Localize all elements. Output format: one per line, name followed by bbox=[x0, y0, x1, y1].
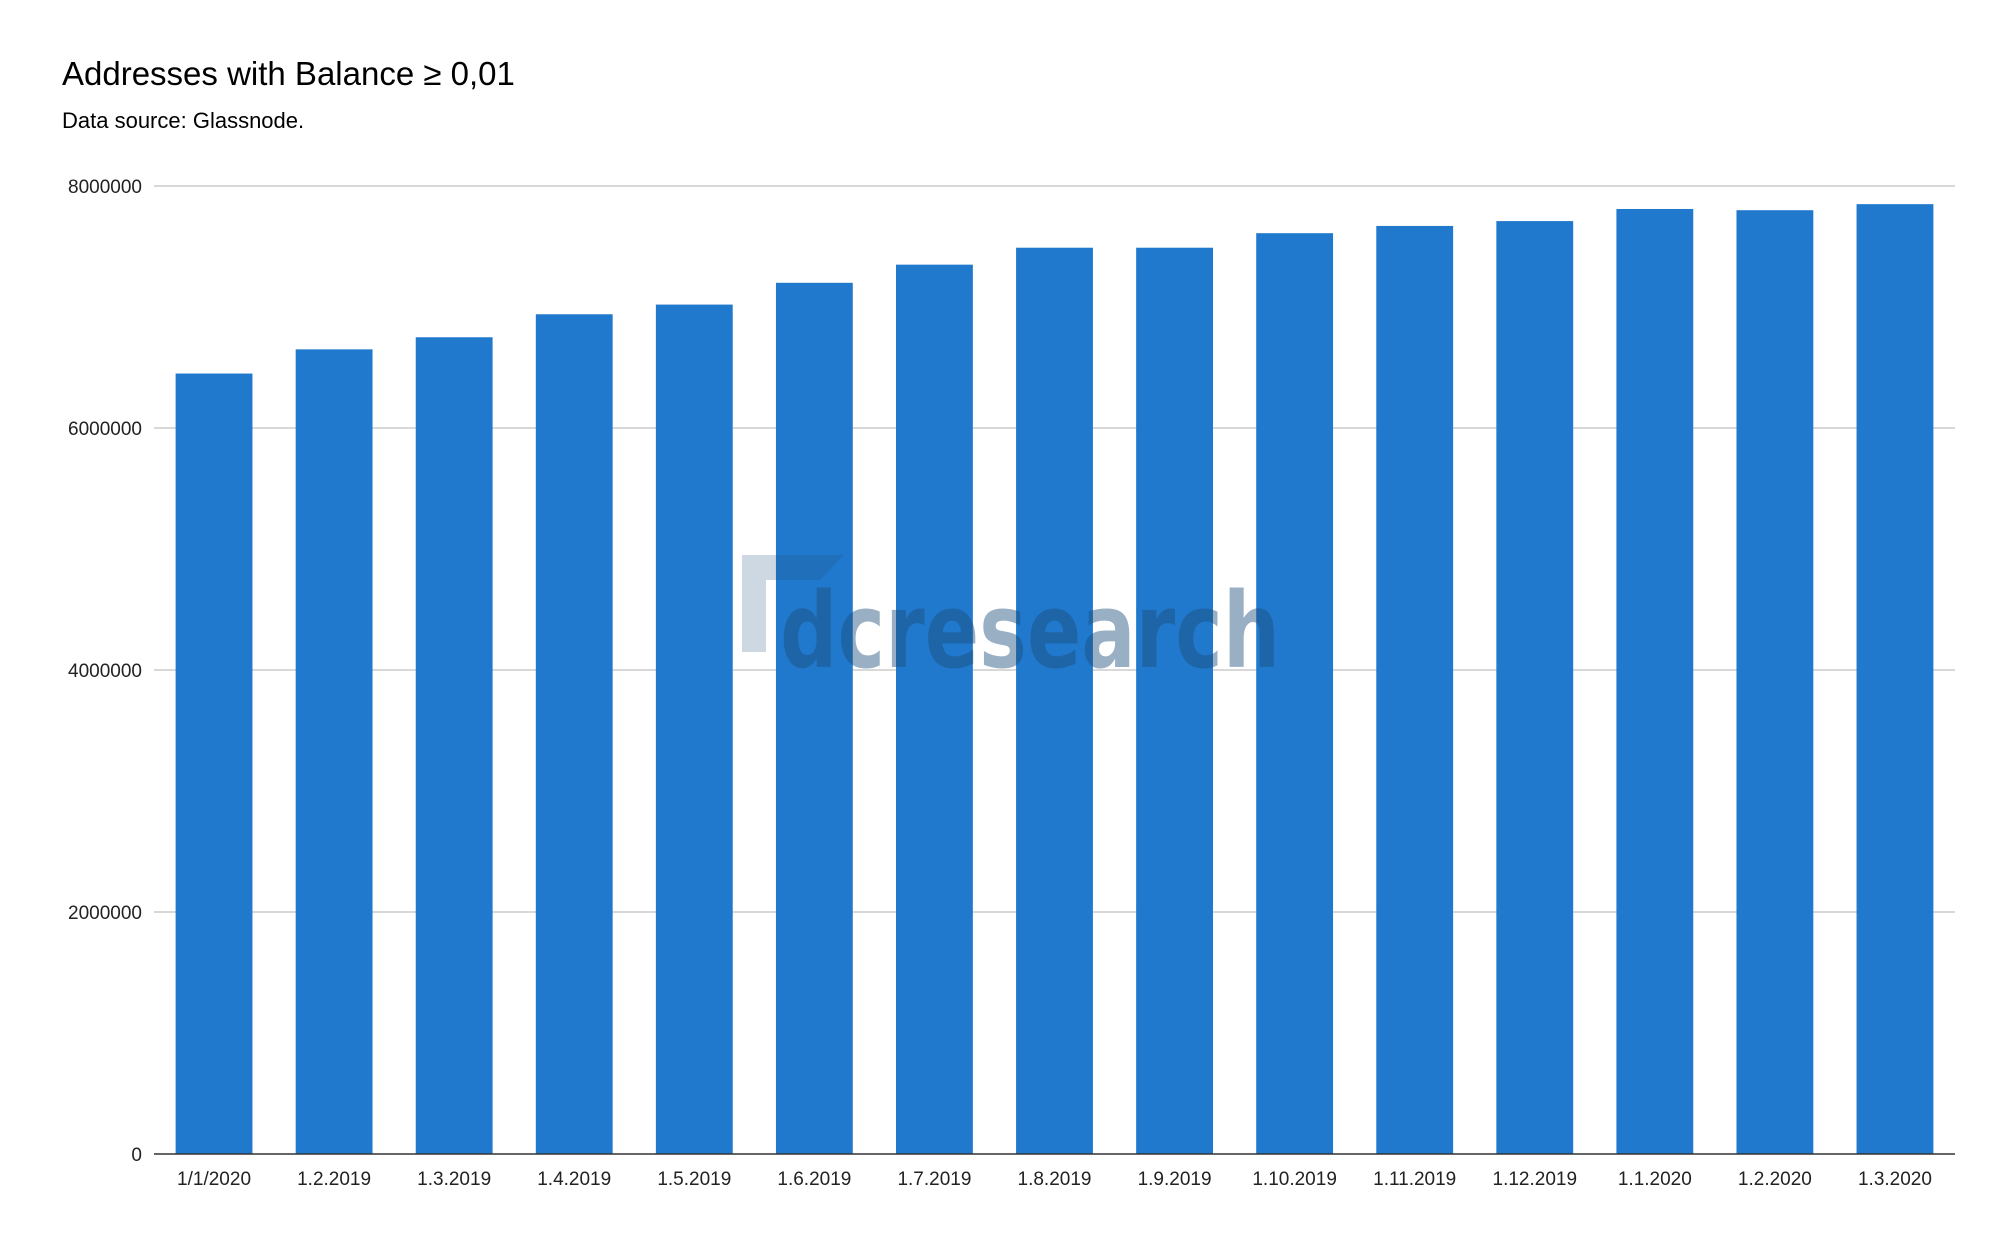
bars bbox=[175, 204, 1934, 1155]
bar-1-4-2019 bbox=[535, 314, 613, 1154]
bar-1-6-2019 bbox=[775, 282, 853, 1154]
x-tick-label: 1.8.2019 bbox=[1018, 1169, 1092, 1190]
bar-1-9-2019 bbox=[1136, 247, 1213, 1154]
bar-1-2-2019 bbox=[295, 349, 373, 1155]
y-tick-label: 8000000 bbox=[68, 177, 142, 198]
bar-1-1-2020 bbox=[175, 373, 253, 1154]
watermark: dcresearch bbox=[742, 555, 1280, 692]
y-axis-ticks: 0 2000000 4000000 6000000 8000000 bbox=[68, 177, 142, 1166]
x-tick-label: 1.11.2019 bbox=[1373, 1169, 1456, 1190]
bar-1-5-2019 bbox=[655, 304, 733, 1155]
x-tick-label: 1.3.2019 bbox=[417, 1169, 491, 1190]
bar-1-2-2020 bbox=[1736, 210, 1814, 1154]
bar-1-8-2019 bbox=[1016, 247, 1093, 1154]
x-tick-label: 1.7.2019 bbox=[897, 1169, 971, 1190]
x-tick-label: 1.3.2020 bbox=[1858, 1169, 1932, 1190]
x-tick-label: 1.9.2019 bbox=[1138, 1169, 1212, 1190]
x-tick-label: 1.1.2020 bbox=[1618, 1169, 1692, 1190]
bar-1-12-2019 bbox=[1496, 221, 1574, 1155]
bar-1-1-2020 bbox=[1616, 208, 1694, 1155]
x-tick-label: 1/1/2020 bbox=[177, 1169, 251, 1190]
x-tick-label: 1.2.2019 bbox=[297, 1169, 371, 1190]
y-tick-label: 6000000 bbox=[68, 419, 142, 440]
chart-title: Addresses with Balance ≥ 0,01 bbox=[62, 55, 515, 92]
x-tick-label: 1.10.2019 bbox=[1252, 1169, 1337, 1190]
x-tick-label: 1.12.2019 bbox=[1493, 1169, 1578, 1190]
bar-1-10-2019 bbox=[1256, 233, 1334, 1154]
x-tick-label: 1.6.2019 bbox=[777, 1169, 851, 1190]
bar-1-11-2019 bbox=[1376, 225, 1454, 1154]
y-tick-label: 2000000 bbox=[68, 903, 142, 924]
y-tick-label: 4000000 bbox=[68, 661, 142, 682]
x-tick-label: 1.2.2020 bbox=[1738, 1169, 1812, 1190]
watermark-text: dcresearch bbox=[780, 570, 1280, 692]
chart-subtitle: Data source: Glassnode. bbox=[62, 108, 305, 133]
x-axis-ticks: 1/1/2020 1.2.2019 1.3.2019 1.4.2019 1.5.2019… bbox=[177, 1169, 1932, 1190]
x-tick-label: 1.5.2019 bbox=[657, 1169, 731, 1190]
bar-1-3-2020 bbox=[1856, 204, 1934, 1154]
bar-1-7-2019 bbox=[896, 264, 973, 1154]
x-tick-label: 1.4.2019 bbox=[537, 1169, 611, 1190]
bar-1-3-2019 bbox=[415, 337, 493, 1154]
y-tick-label: 0 bbox=[131, 1145, 142, 1166]
dcresearch-logo-icon bbox=[742, 555, 844, 652]
